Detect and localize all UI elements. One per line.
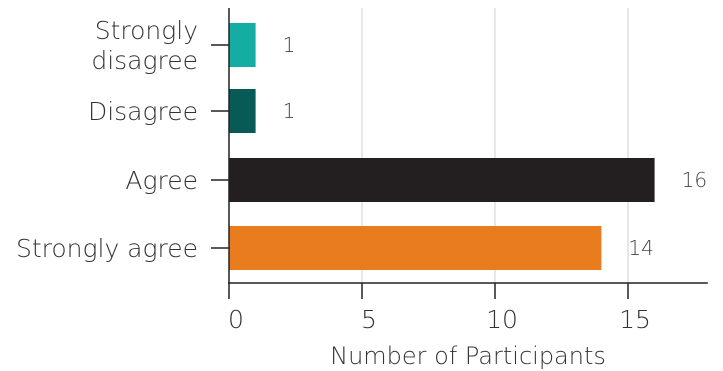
bar-strongly-disagree <box>229 23 256 67</box>
category-label-agree: Agree <box>125 166 198 195</box>
data-label-disagree: 1 <box>283 99 296 123</box>
data-label-agree: 16 <box>682 168 707 192</box>
bar-disagree <box>229 89 256 133</box>
data-label-strongly-agree: 14 <box>628 236 653 260</box>
bar-strongly-agree <box>229 226 602 270</box>
x-axis: 0 5 10 15 <box>228 282 708 334</box>
data-label-strongly-disagree: 1 <box>283 33 296 57</box>
bar-agree <box>229 158 655 202</box>
x-tick-label-15: 15 <box>619 305 651 334</box>
data-labels: 1 1 16 14 <box>283 33 707 260</box>
x-tick-label-5: 5 <box>361 305 377 334</box>
category-label-strongly-agree: Strongly agree <box>16 234 198 263</box>
category-label-strongly-disagree: Strongly disagree <box>91 16 198 75</box>
bars <box>229 23 655 270</box>
category-label-disagree: Disagree <box>88 97 198 126</box>
y-axis: Strongly disagree Disagree Agree Strongly ag… <box>16 8 230 283</box>
x-axis-title: Number of Participants <box>330 342 606 370</box>
x-tick-label-0: 0 <box>228 305 244 334</box>
x-tick-label-10: 10 <box>486 305 518 334</box>
